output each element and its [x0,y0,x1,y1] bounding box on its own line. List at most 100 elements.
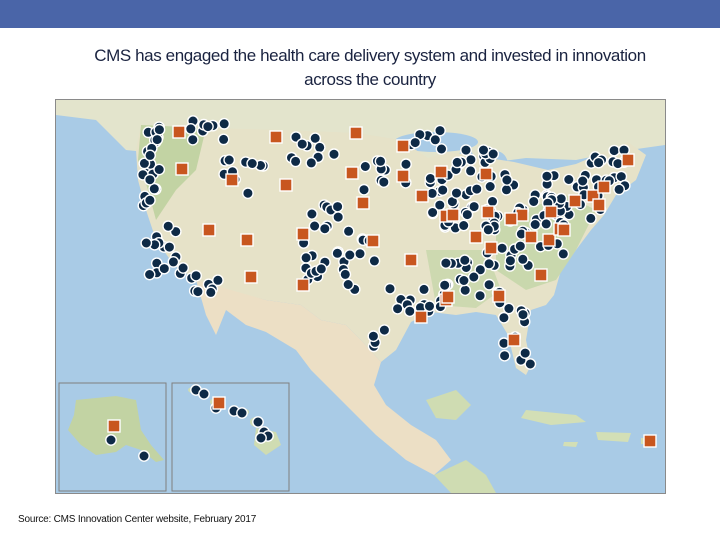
square-marker-icon[interactable] [534,268,548,282]
circle-marker-icon[interactable] [502,302,515,315]
circle-marker-icon[interactable] [451,156,464,169]
square-marker-icon[interactable] [225,173,239,187]
circle-marker-icon[interactable] [391,302,404,315]
circle-marker-icon[interactable] [190,269,203,282]
circle-marker-icon[interactable] [151,133,164,146]
square-marker-icon[interactable] [557,223,571,237]
square-marker-icon[interactable] [415,189,429,203]
circle-marker-icon[interactable] [308,220,321,232]
square-marker-icon[interactable] [279,178,293,192]
circle-marker-icon[interactable] [252,416,264,428]
circle-marker-icon[interactable] [439,257,452,270]
square-marker-icon[interactable] [269,130,283,144]
circle-marker-icon[interactable] [358,183,370,196]
circle-marker-icon[interactable] [255,432,267,444]
square-marker-icon[interactable] [296,278,310,292]
circle-marker-icon[interactable] [418,283,430,296]
circle-marker-icon[interactable] [217,133,230,146]
circle-marker-icon[interactable] [384,282,396,295]
square-marker-icon[interactable] [349,126,363,140]
circle-marker-icon[interactable] [434,124,446,137]
circle-marker-icon[interactable] [153,163,166,176]
circle-marker-icon[interactable] [540,170,553,183]
circle-marker-icon[interactable] [138,450,150,462]
circle-marker-icon[interactable] [461,208,474,221]
circle-marker-icon[interactable] [359,160,372,173]
circle-marker-icon[interactable] [144,173,156,186]
circle-marker-icon[interactable] [186,133,199,146]
circle-marker-icon[interactable] [498,349,511,362]
circle-marker-icon[interactable] [457,219,470,232]
circle-marker-icon[interactable] [144,149,157,162]
us-markers-map[interactable] [55,99,666,494]
circle-marker-icon[interactable] [374,155,387,168]
circle-marker-icon[interactable] [313,141,326,154]
circle-marker-icon[interactable] [289,155,302,168]
square-marker-icon[interactable] [544,205,558,219]
circle-marker-icon[interactable] [457,274,470,287]
square-marker-icon[interactable] [643,434,657,448]
circle-marker-icon[interactable] [300,251,313,264]
circle-marker-icon[interactable] [211,274,224,287]
circle-marker-icon[interactable] [519,347,532,360]
square-marker-icon[interactable] [414,310,428,324]
circle-marker-icon[interactable] [436,184,449,197]
circle-marker-icon[interactable] [143,268,156,281]
circle-marker-icon[interactable] [343,249,356,261]
circle-marker-icon[interactable] [483,257,495,270]
circle-marker-icon[interactable] [201,120,214,133]
circle-marker-icon[interactable] [555,192,568,205]
circle-marker-icon[interactable] [368,254,381,267]
circle-marker-icon[interactable] [484,180,497,193]
circle-marker-icon[interactable] [191,285,204,298]
circle-marker-icon[interactable] [458,254,471,267]
square-marker-icon[interactable] [434,165,448,179]
circle-marker-icon[interactable] [435,143,448,155]
circle-marker-icon[interactable] [504,254,517,267]
circle-marker-icon[interactable] [459,284,472,297]
circle-marker-icon[interactable] [400,158,412,171]
square-marker-icon[interactable] [202,223,216,237]
circle-marker-icon[interactable] [429,133,442,146]
circle-marker-icon[interactable] [332,211,345,224]
square-marker-icon[interactable] [542,233,556,247]
circle-marker-icon[interactable] [487,148,500,160]
circle-marker-icon[interactable] [460,144,472,156]
circle-marker-icon[interactable] [474,263,487,276]
circle-marker-icon[interactable] [331,200,344,213]
square-marker-icon[interactable] [515,208,529,222]
circle-marker-icon[interactable] [162,220,175,233]
square-marker-icon[interactable] [366,234,380,248]
circle-marker-icon[interactable] [339,268,352,281]
circle-marker-icon[interactable] [500,183,513,196]
square-marker-icon[interactable] [568,194,582,208]
circle-marker-icon[interactable] [105,434,117,446]
circle-marker-icon[interactable] [540,218,553,230]
circle-marker-icon[interactable] [223,154,236,166]
square-marker-icon[interactable] [592,198,606,212]
circle-marker-icon[interactable] [529,218,542,231]
circle-marker-icon[interactable] [241,187,254,200]
circle-marker-icon[interactable] [328,148,340,161]
circle-marker-icon[interactable] [198,388,210,400]
circle-marker-icon[interactable] [318,222,331,235]
square-marker-icon[interactable] [240,233,254,247]
circle-marker-icon[interactable] [450,187,463,200]
square-marker-icon[interactable] [446,208,460,222]
circle-marker-icon[interactable] [423,300,436,313]
circle-marker-icon[interactable] [497,311,510,324]
circle-marker-icon[interactable] [315,262,328,275]
circle-marker-icon[interactable] [163,241,176,254]
circle-marker-icon[interactable] [516,253,529,266]
square-marker-icon[interactable] [479,167,493,181]
circle-marker-icon[interactable] [167,255,180,268]
circle-marker-icon[interactable] [378,324,391,337]
circle-marker-icon[interactable] [138,157,151,170]
square-marker-icon[interactable] [507,333,521,347]
circle-marker-icon[interactable] [464,153,477,166]
circle-marker-icon[interactable] [218,117,231,130]
circle-marker-icon[interactable] [367,330,380,343]
circle-marker-icon[interactable] [153,123,166,136]
circle-marker-icon[interactable] [464,165,477,177]
circle-marker-icon[interactable] [468,200,480,213]
